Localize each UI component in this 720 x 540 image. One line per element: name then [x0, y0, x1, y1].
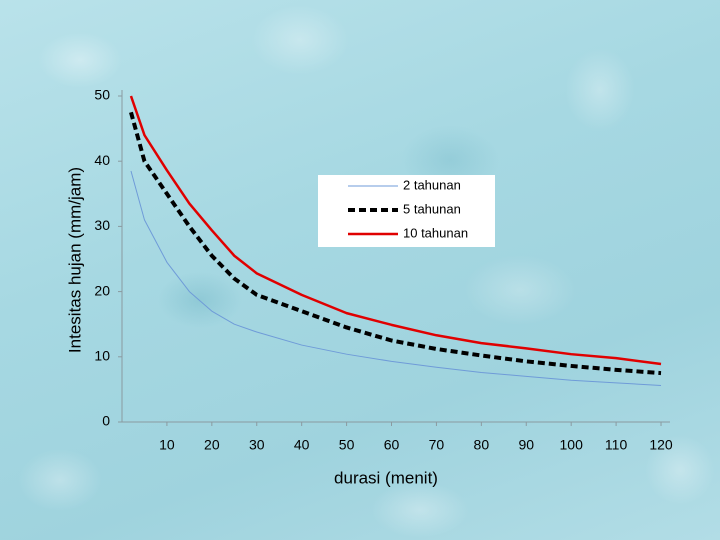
legend-label: 2 tahunan: [403, 177, 461, 192]
y-tick-label: 0: [102, 413, 110, 429]
legend-label: 5 tahunan: [403, 201, 461, 216]
series-line: [129, 95, 662, 366]
series-line: [129, 111, 662, 376]
y-tick-label: 40: [94, 152, 110, 168]
y-tick-label: 50: [94, 87, 110, 103]
y-tick-label: 10: [94, 348, 110, 364]
series-line: [130, 170, 662, 386]
x-axis-title: durasi (menit): [334, 468, 438, 487]
x-tick-label: 40: [294, 437, 310, 453]
x-tick-label: 60: [384, 437, 400, 453]
x-tick-label: 110: [605, 437, 628, 453]
x-tick-label: 20: [204, 437, 220, 453]
legend-box: [318, 175, 495, 247]
y-axis-title: Intesitas hujan (mm/jam): [65, 167, 84, 353]
x-tick-label: 90: [518, 437, 534, 453]
legend-label: 10 tahunan: [403, 225, 468, 240]
x-tick-label: 100: [560, 437, 584, 453]
x-tick-label: 70: [429, 437, 445, 453]
x-tick-label: 120: [649, 437, 673, 453]
y-tick-label: 20: [94, 282, 110, 298]
x-tick-label: 50: [339, 437, 355, 453]
y-tick-label: 30: [94, 217, 110, 233]
x-tick-label: 10: [159, 437, 175, 453]
x-tick-label: 30: [249, 437, 265, 453]
x-tick-label: 80: [474, 437, 490, 453]
